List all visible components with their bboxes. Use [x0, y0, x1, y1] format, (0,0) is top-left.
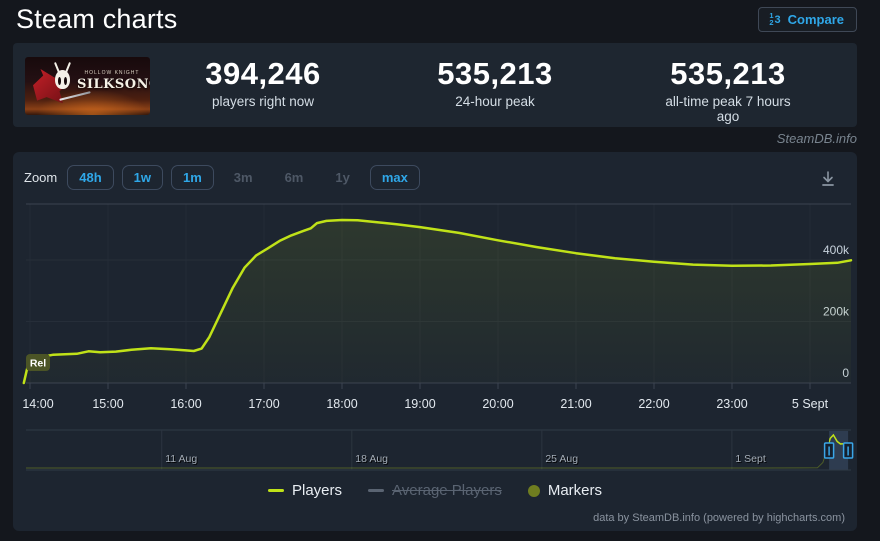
game-capsule-image[interactable]: HOLLOW KNIGHT SILKSONG [25, 57, 150, 115]
svg-text:11 Aug: 11 Aug [166, 454, 198, 466]
legend-item-players[interactable]: Players [268, 482, 342, 499]
svg-text:15:00: 15:00 [92, 397, 123, 411]
svg-text:23:00: 23:00 [716, 397, 747, 411]
svg-text:18:00: 18:00 [326, 397, 357, 411]
zoom-range-6m: 6m [273, 165, 316, 190]
stat-24h-peak-label: 24-hour peak [455, 94, 535, 109]
stat-24h-peak-value: 535,213 [437, 56, 553, 91]
release-flag[interactable]: Rel [26, 354, 50, 371]
svg-text:14:00: 14:00 [22, 397, 53, 411]
navigator-handle-left[interactable] [823, 442, 835, 459]
hornet-mask-art [54, 62, 71, 89]
zoom-range-1m[interactable]: 1m [170, 165, 214, 190]
chart-legend: Players Average Players Markers [13, 482, 857, 499]
zoom-range-1y: 1y [323, 165, 361, 190]
compare-button-label: Compare [787, 12, 844, 27]
legend-item-markers[interactable]: Markers [527, 482, 602, 499]
svg-text:11 Aug: 11 Aug [165, 453, 197, 465]
zoom-label: Zoom [24, 170, 58, 185]
svg-text:22:00: 22:00 [638, 397, 669, 411]
svg-text:5 Sept: 5 Sept [792, 397, 829, 411]
svg-text:Rel: Rel [30, 358, 46, 370]
chart-credits: data by SteamDB.info (powered by highcha… [593, 512, 845, 524]
legend-swatch [368, 489, 385, 492]
page-title: Steam charts [16, 4, 178, 34]
zoom-ranges: 48h 1w 1m 3m 6m 1y max [67, 165, 420, 190]
legend-swatch [268, 489, 284, 492]
svg-text:16:00: 16:00 [170, 397, 201, 411]
svg-text:25 Aug: 25 Aug [545, 453, 578, 465]
stat-players-now-label: players right now [211, 94, 315, 109]
game-logo-main: SILKSONG [77, 77, 150, 92]
svg-text:18 Aug: 18 Aug [355, 453, 388, 465]
chart-toolbar: Zoom 48h 1w 1m 3m 6m 1y max [24, 165, 420, 190]
stat-alltime-peak-value: 535,213 [670, 56, 786, 91]
stats-panel: HOLLOW KNIGHT SILKSONG 394,246 players r… [13, 43, 857, 127]
navigator-handle-right[interactable] [842, 442, 854, 459]
download-icon[interactable] [819, 170, 837, 188]
stat-alltime-peak-label: all-time peak 7 hours ago [665, 94, 791, 124]
legend-label: Average Players [392, 482, 502, 499]
steamdb-watermark: SteamDB.info [776, 131, 857, 146]
zoom-range-3m: 3m [222, 165, 265, 190]
svg-text:21:00: 21:00 [560, 397, 591, 411]
game-logo: HOLLOW KNIGHT SILKSONG [77, 70, 150, 92]
legend-label: Players [292, 482, 343, 499]
game-logo-top: HOLLOW KNIGHT [84, 70, 140, 76]
legend-item-average-players[interactable]: Average Players [368, 482, 502, 499]
navigator-selected-range[interactable] [829, 431, 849, 470]
svg-text:400k: 400k [823, 243, 850, 257]
svg-text:19:00: 19:00 [404, 397, 435, 411]
zoom-range-1w[interactable]: 1w [121, 165, 163, 190]
stat-alltime-peak: 535,213 all-time peak 7 hours ago [664, 56, 793, 125]
svg-text:20:00: 20:00 [482, 397, 513, 411]
chart-panel: Zoom 48h 1w 1m 3m 6m 1y max 14:00 15:00 16:00 17:… [13, 152, 857, 531]
svg-text:1 Sept: 1 Sept [736, 454, 766, 466]
stat-players-now-value: 394,246 [205, 56, 321, 91]
stat-players-now: 394,246 players right now [205, 56, 321, 110]
stat-24h-peak: 535,213 24-hour peak [437, 56, 553, 110]
svg-text:18 Aug: 18 Aug [356, 454, 389, 466]
zoom-range-48h[interactable]: 48h [67, 165, 114, 190]
legend-swatch [527, 484, 540, 497]
svg-text:17:00: 17:00 [248, 397, 279, 411]
legend-label: Markers [547, 482, 602, 499]
svg-text:25 Aug: 25 Aug [546, 454, 579, 466]
plot-area[interactable] [26, 204, 851, 383]
zoom-range-max[interactable]: max [369, 165, 420, 190]
svg-text:1 Sept: 1 Sept [735, 453, 765, 465]
